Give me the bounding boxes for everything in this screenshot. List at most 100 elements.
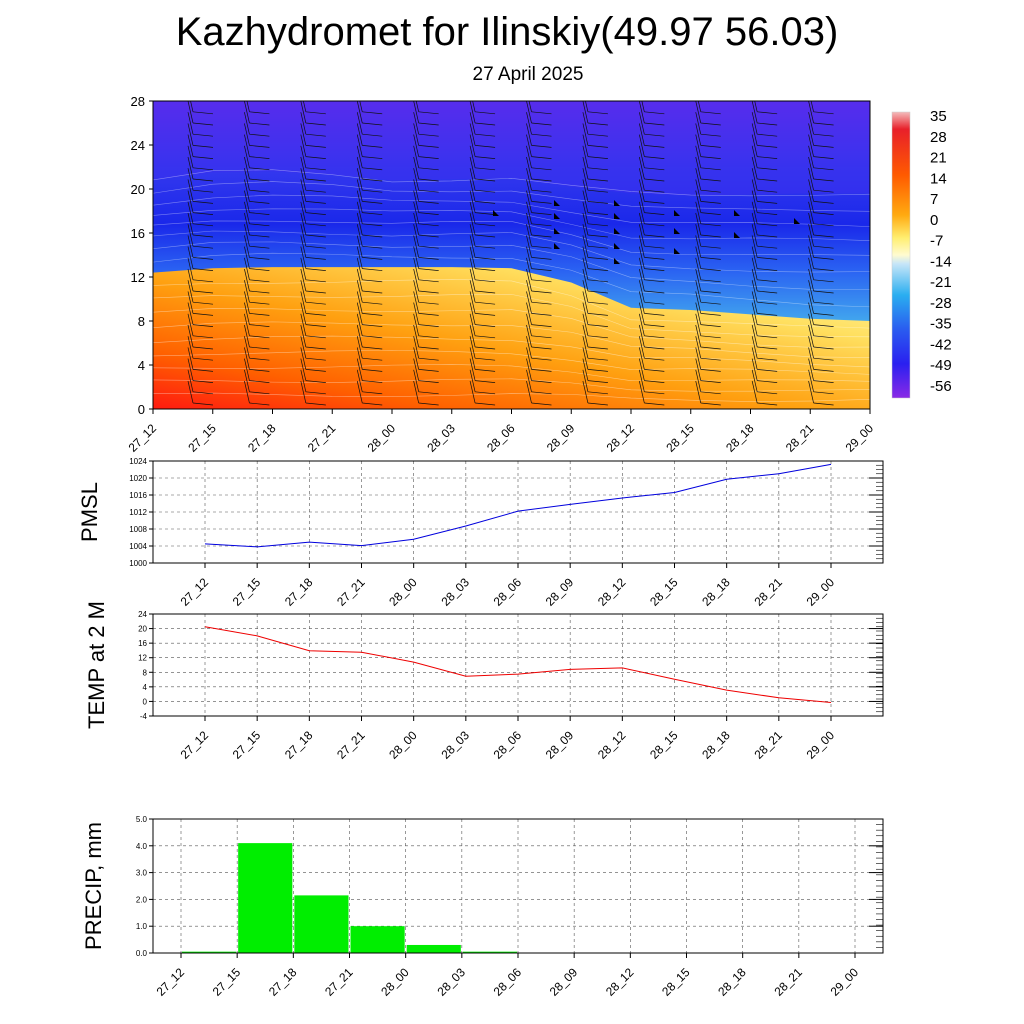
isotherm-line <box>153 169 870 197</box>
y-axis-label: TEMP at 2 M <box>84 601 109 729</box>
wind-barb <box>413 347 420 370</box>
wind-barb-feather <box>757 346 778 350</box>
y-tick-label: 1024 <box>129 457 147 466</box>
wind-barb <box>356 145 363 168</box>
wind-barb-feather <box>305 234 326 238</box>
wind-barb <box>356 112 363 135</box>
y-tick-label: 8 <box>143 668 148 677</box>
x-tick-label: 28_09 <box>547 965 581 999</box>
wind-barb-feather <box>700 111 721 115</box>
wind-barb-feather <box>418 234 439 238</box>
wind-barb-feather <box>813 301 834 305</box>
wind-barb-feather <box>305 201 326 204</box>
wind-barb-feather <box>531 369 552 372</box>
wind-barb <box>413 134 420 157</box>
wind-barb <box>695 268 702 292</box>
x-tick-label: 27_21 <box>334 575 368 609</box>
wind-barb <box>413 168 420 191</box>
wind-barb <box>638 112 645 135</box>
wind-barb-feather <box>813 122 834 126</box>
x-tick-label: 27_18 <box>245 421 279 455</box>
wind-barb-feather <box>813 290 834 294</box>
wind-barb <box>582 302 589 325</box>
wind-barb-feather <box>644 234 665 238</box>
wind-barb-feather <box>587 122 608 126</box>
wind-barb <box>808 212 814 236</box>
wind-barb-feather <box>475 290 496 294</box>
isotherm-line <box>153 364 870 382</box>
wind-barb-feather <box>644 391 665 395</box>
wind-barb-feather <box>305 268 326 271</box>
wind-barb <box>413 302 420 325</box>
wind-barb <box>469 112 476 135</box>
wind-barb <box>356 235 363 258</box>
wind-barb-feather <box>362 156 383 159</box>
wind-barb <box>244 268 250 292</box>
wind-barb <box>638 123 645 146</box>
wind-barb-feather <box>531 279 552 283</box>
wind-barb <box>244 134 250 157</box>
isotherm-line <box>153 230 870 273</box>
wind-barb-feather <box>305 335 326 339</box>
wind-barb <box>469 358 476 381</box>
wind-barb-feather <box>644 111 665 115</box>
wind-barb-feather <box>305 167 326 171</box>
wind-barb-feather <box>700 122 721 126</box>
wind-barb-feather <box>418 357 439 361</box>
wind-barb-feather <box>475 313 496 316</box>
wind-barb-feather <box>305 156 326 159</box>
wind-barb-feather <box>192 346 214 350</box>
wind-barb-feather <box>531 122 552 126</box>
x-tick-label: 28_00 <box>365 421 399 455</box>
wind-barb <box>413 123 420 146</box>
wind-barb <box>526 134 532 157</box>
wind-barb-feather <box>249 245 270 249</box>
wind-barb-feather <box>362 145 383 148</box>
wind-barb <box>413 101 420 124</box>
colorbar-label: -56 <box>930 378 952 395</box>
wind-barb <box>526 380 532 404</box>
y-tick-label: 2.0 <box>136 895 148 904</box>
wind-barb <box>187 123 194 146</box>
wind-flag <box>554 243 560 249</box>
wind-barb-feather <box>192 268 214 271</box>
wind-barb <box>187 156 194 180</box>
wind-barb <box>300 179 307 202</box>
wind-barb-feather <box>700 223 721 227</box>
wind-barb-feather <box>305 245 326 249</box>
wind-barb-feather <box>475 369 496 372</box>
wind-barb-feather <box>475 167 496 171</box>
wind-barb <box>638 347 645 370</box>
y-tick-label: 0 <box>143 697 148 706</box>
x-tick-label: 28_21 <box>783 421 817 455</box>
wind-barb <box>300 168 307 191</box>
wind-barb <box>356 212 363 236</box>
wind-barb-feather <box>700 279 721 283</box>
y-axis-label: PRECIP, mm <box>81 822 106 950</box>
wind-barb <box>582 280 589 303</box>
wind-barb-feather <box>813 313 834 316</box>
wind-barb <box>638 280 645 303</box>
wind-barb <box>582 156 589 180</box>
wind-barb <box>356 302 363 325</box>
wind-barb <box>187 302 194 325</box>
wind-barb <box>751 313 758 336</box>
wind-barb <box>356 156 363 180</box>
wind-barb <box>246 101 250 112</box>
wind-barb <box>526 224 532 247</box>
y-tick-label: 1008 <box>129 525 147 534</box>
wind-barb <box>413 112 420 135</box>
wind-barb-feather <box>305 257 326 260</box>
wind-barb-feather <box>305 391 326 395</box>
wind-barb <box>526 257 532 280</box>
wind-barb-feather <box>700 402 721 406</box>
colorbar-label: -14 <box>930 253 952 270</box>
wind-barb <box>582 336 589 359</box>
wind-barb-feather <box>813 346 834 350</box>
wind-barb <box>751 224 758 247</box>
wind-barb-feather <box>362 290 383 294</box>
wind-barb <box>808 134 814 157</box>
wind-barb-feather <box>249 380 270 383</box>
y-tick-label: 0.0 <box>136 949 148 958</box>
